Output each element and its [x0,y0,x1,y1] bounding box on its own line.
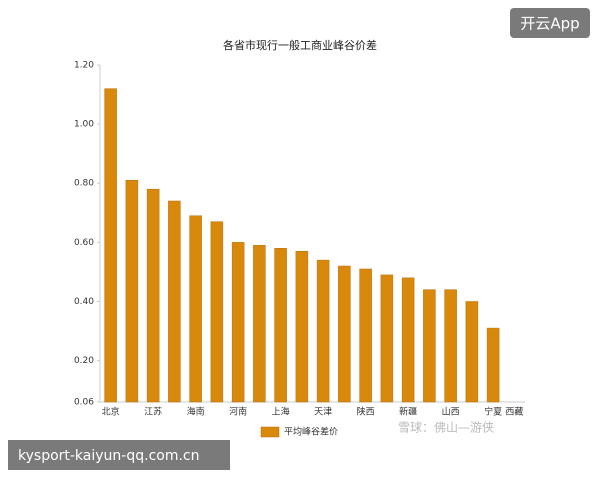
bar [316,259,330,403]
x-tick-label: 海南 [187,406,205,418]
x-tick-label: 天津 [314,407,332,418]
chart-title: 各省市现行一般工商业峰谷价差 [223,38,377,52]
bar [486,327,500,403]
bar [125,180,139,403]
bar [423,289,436,403]
x-tick-label: 山西 [442,407,460,418]
bar [168,200,181,403]
x-tick-label: 河南 [229,406,247,418]
x-tick-label: 西藏 [505,406,523,418]
bar [104,88,117,403]
y-tick-label: 0.80 [74,179,94,189]
bar [231,242,245,403]
badge-bg [510,8,590,38]
x-tick-label: 新疆 [399,406,417,418]
source-watermark: 雪球：佛山—游侠 [398,421,494,435]
watermark-text: 雪球：佛山—游侠 [398,421,494,435]
bar [465,301,479,403]
x-tick-label: 宁夏 [484,406,502,418]
badge-bg [8,440,230,470]
y-tick-label: 0.06 [74,398,94,408]
x-tick-label: 陕西 [357,406,375,418]
y-tick-label: 0.60 [74,238,94,248]
bar [359,268,372,403]
legend-label: 平均峰谷差价 [284,426,338,438]
badge-text: 开云App [520,15,579,33]
bar [189,215,202,403]
bar [210,221,224,403]
bar [253,245,266,403]
y-tick-label: 0.20 [74,356,94,366]
y-tick-label: 1.00 [74,120,94,130]
y-tick-label: 1.20 [74,61,94,71]
bar [401,277,415,403]
bar [274,248,287,403]
bar [444,289,457,403]
app-badge: 开云App [510,8,590,38]
x-tick-label: 北京 [102,406,120,418]
x-tick-label: 江苏 [144,406,162,418]
bar [146,188,160,403]
bar [295,250,309,403]
x-tick-label: 上海 [272,406,290,418]
legend-swatch [260,426,280,438]
badge-text: kysport-kaiyun-qq.com.cn [18,448,200,464]
site-badge: kysport-kaiyun-qq.com.cn [8,440,230,470]
y-tick-label: 0.40 [74,297,94,307]
bar [380,274,394,403]
bar [338,265,351,403]
